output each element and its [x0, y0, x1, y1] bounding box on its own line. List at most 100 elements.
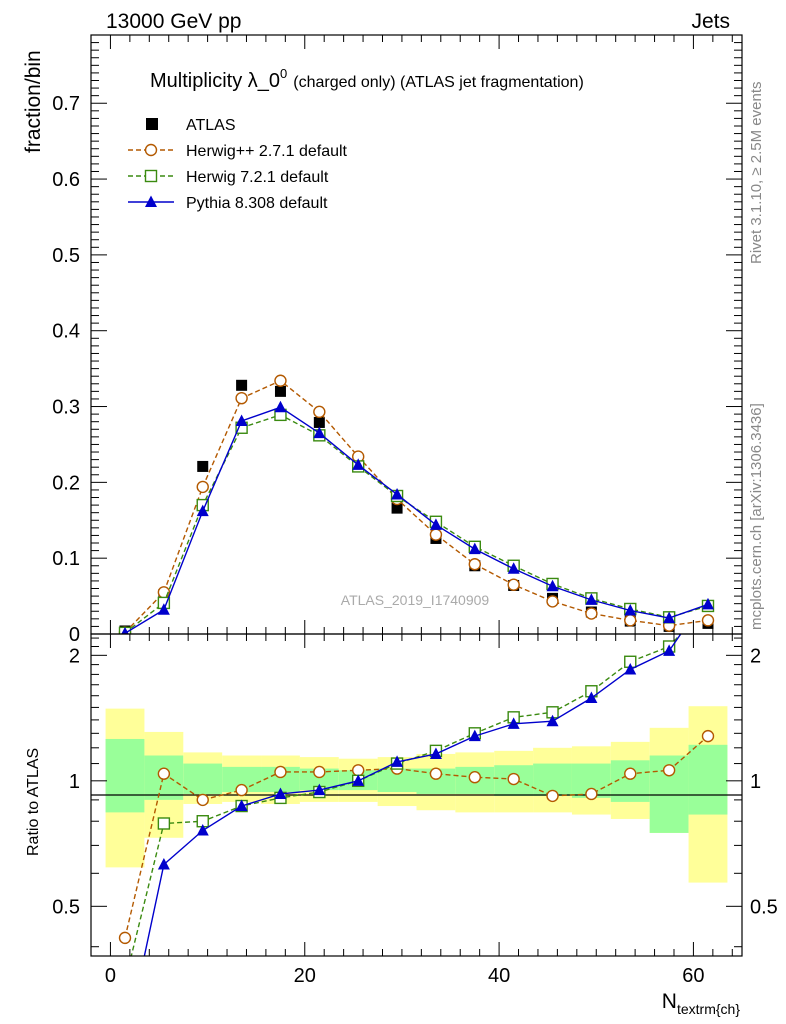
main-plot-area [91, 35, 742, 634]
ratio-y-tick-label-left: 0.5 [52, 896, 80, 918]
point-data [197, 460, 209, 472]
y-tick-label: 0 [69, 624, 80, 646]
point-pythia [313, 783, 326, 796]
legend-marker-pythia [145, 195, 157, 207]
point-herwig-pp [468, 558, 481, 571]
ratio-frame [90, 633, 743, 957]
y-tick-label: 0.5 [52, 245, 80, 267]
point-pythia [546, 714, 559, 727]
rivet-version-label: Rivet 3.1.10, ≥ 2.5M events [748, 82, 765, 265]
x-tick-label: 40 [488, 965, 510, 987]
y-tick-label: 0.6 [52, 169, 80, 191]
analysis-watermark: ATLAS_2019_I1740909 [341, 592, 490, 608]
point-herwig-pp [235, 783, 248, 797]
point-herwig-pp [118, 931, 132, 945]
series-line-pythia [124, 406, 709, 634]
point-herwig-pp [196, 793, 209, 807]
point-pythia [663, 611, 676, 624]
legend-marker-herwig7 [144, 169, 158, 183]
ratio-y-tick-label-right: 1 [750, 771, 761, 793]
y-tick-label: 0.4 [52, 321, 80, 343]
point-pythia [624, 603, 637, 616]
ratio-y-tick-label-right: 0.5 [750, 896, 778, 918]
point-pythia [196, 504, 209, 517]
point-pythia [546, 579, 559, 592]
series-line-herwig7 [130, 634, 682, 956]
legend-label-atlas: ATLAS [186, 117, 236, 134]
legend-label-pythia: Pythia 8.308 default [186, 195, 328, 212]
ratio-y-tick-labels: 0.5 0.5 1 1 2 2 [52, 645, 778, 918]
point-herwig-pp [313, 765, 326, 779]
point-herwig-pp [585, 607, 598, 620]
ratio-series-layer [118, 634, 715, 956]
ratio-series-clipped [118, 634, 715, 956]
point-herwig-pp [157, 767, 171, 780]
point-herwig-pp [701, 614, 715, 627]
legend-marker-atlas [146, 118, 158, 130]
point-pythia [313, 426, 326, 439]
point-herwig-pp [274, 765, 287, 779]
point-pythia [429, 747, 442, 759]
x-tick-label: 60 [682, 965, 704, 987]
point-herwig7 [157, 817, 171, 830]
point-herwig-pp [701, 729, 715, 743]
main-series-layer [118, 374, 715, 634]
ratio-y-tick-label-right: 2 [750, 645, 761, 667]
point-pythia [507, 562, 520, 574]
point-herwig-pp [429, 767, 443, 780]
point-pythia [585, 691, 598, 704]
point-pythia [196, 824, 209, 836]
legend: ATLAS Herwig++ 2.7.1 default Herwig 7.2.… [128, 117, 348, 212]
point-herwig-pp [624, 767, 637, 780]
point-data [236, 379, 248, 391]
x-tick-label: 20 [294, 965, 316, 987]
point-pythia [429, 518, 442, 530]
point-herwig-pp [546, 595, 559, 608]
point-pythia [701, 597, 714, 610]
main-axis-ticks [91, 35, 742, 635]
x-tick-label: 0 [105, 965, 116, 987]
point-herwig-pp [624, 614, 637, 627]
point-pythia [121, 626, 129, 634]
point-herwig-pp [585, 787, 598, 801]
point-herwig-pp [352, 764, 365, 777]
ratio-panel: 0.5 0.5 1 1 2 2 0 20 40 60 Ratio to ATLAS Ntextr… [25, 633, 778, 1017]
y-tick-label: 0.7 [52, 93, 80, 115]
point-pythia [157, 857, 170, 870]
legend-label-herwigpp: Herwig++ 2.7.1 default [186, 143, 348, 160]
y-tick-label: 0.1 [52, 548, 80, 570]
legend-label-herwig7: Herwig 7.2.1 default [186, 169, 329, 186]
point-data [391, 502, 403, 514]
x-tick-labels: 0 20 40 60 [105, 965, 705, 987]
point-herwig-pp [468, 771, 481, 784]
point-data [274, 385, 286, 397]
point-herwig-pp [429, 528, 443, 541]
band-inner-bin [299, 768, 339, 791]
ratio-y-tick-label-left: 1 [69, 771, 80, 793]
main-series-clipped [118, 374, 715, 634]
point-pythia [468, 729, 481, 742]
point-pythia [352, 774, 365, 786]
energy-label: 13000 GeV pp [106, 10, 241, 33]
point-herwig-pp [662, 764, 676, 777]
ratio-y-axis-label: Ratio to ATLAS [25, 748, 42, 856]
band-inner-bin [105, 738, 145, 813]
series-line-herwig7 [124, 414, 709, 634]
point-pythia [507, 717, 520, 729]
mcplots-label: mcplots.cern.ch [arXiv:1306.3436] [748, 403, 765, 630]
point-herwig-pp [507, 772, 520, 786]
point-pythia [274, 400, 287, 413]
x-axis-label: Ntextrm{ch} [662, 990, 741, 1017]
series-line-herwig-pp [124, 735, 709, 939]
point-herwig-pp [235, 391, 248, 405]
point-pythia [157, 603, 170, 615]
point-pythia [585, 593, 598, 605]
point-pythia [663, 644, 676, 656]
series-line-herwig-pp [124, 379, 709, 633]
main-panel: 0 0.1 0.2 0.3 0.4 0.5 0.6 0.7 Multiplicity λ_00… [22, 34, 743, 646]
band-inner-bin [183, 763, 223, 794]
series-line-pythia [143, 634, 682, 956]
point-pythia [235, 414, 248, 426]
point-pythia [468, 542, 481, 555]
